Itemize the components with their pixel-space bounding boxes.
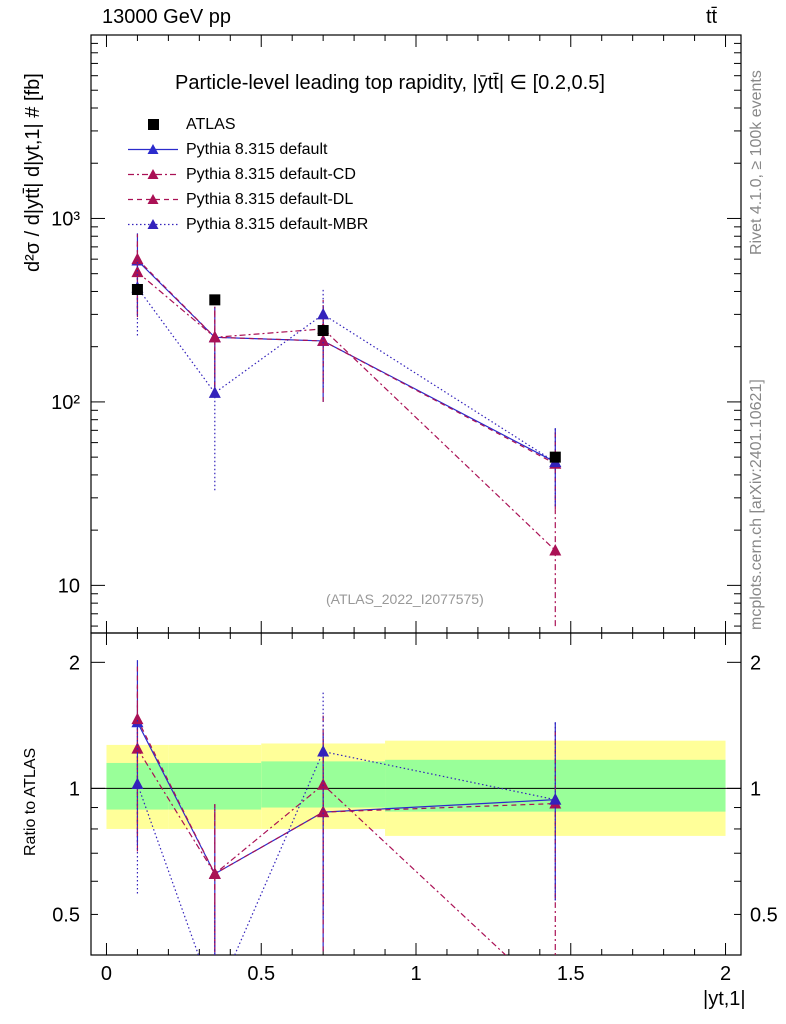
series-2-line bbox=[137, 258, 556, 465]
legend-square-icon bbox=[148, 119, 159, 130]
series-3-line bbox=[136, 287, 556, 463]
ratio-tick-label: 0.5 bbox=[52, 904, 80, 926]
x-tick-label: 1 bbox=[410, 963, 421, 985]
series-2-ratio-point bbox=[131, 712, 144, 725]
legend-label: Pythia 8.315 default bbox=[186, 141, 328, 158]
ratio-axis-label: Ratio to ATLAS bbox=[22, 747, 39, 856]
rivet-label: Rivet 4.1.0, ≥ 100k events bbox=[748, 70, 765, 255]
series-1-ratio-point bbox=[317, 778, 330, 790]
series-2-ratio-point bbox=[208, 867, 221, 879]
ratio-tick-label: 2 bbox=[750, 652, 761, 674]
ratio-tick-label: 1 bbox=[750, 778, 761, 800]
chart-title: Particle-level leading top rapidity, |ȳt… bbox=[175, 72, 605, 94]
legend-line-icon bbox=[128, 144, 178, 154]
x-tick-label: 1.5 bbox=[557, 963, 585, 985]
y-tick-label: 10 bbox=[58, 575, 80, 597]
process-label: tt̄ bbox=[706, 6, 718, 28]
energy-label: 13000 GeV pp bbox=[102, 6, 231, 28]
series-2-point bbox=[131, 252, 144, 265]
y-tick-label: 10³ bbox=[51, 208, 80, 230]
series-3-point bbox=[317, 307, 330, 320]
legend-line-icon bbox=[128, 219, 178, 229]
y-tick-label: 10² bbox=[51, 392, 80, 414]
mcplots-label: mcplots.cern.ch [arXiv:2401.10621] bbox=[748, 379, 765, 630]
atlas-data-point bbox=[549, 451, 561, 463]
series-2-point bbox=[208, 330, 221, 343]
ratio-tick-label: 0.5 bbox=[750, 904, 778, 926]
legend-line-icon bbox=[128, 194, 178, 204]
ratio-tick-label: 1 bbox=[69, 778, 80, 800]
series-3-ratio-point bbox=[549, 793, 562, 805]
atlas-data-point bbox=[209, 294, 221, 306]
legend-label: Pythia 8.315 default-DL bbox=[186, 191, 354, 208]
analysis-label: (ATLAS_2022_I2077575) bbox=[326, 591, 484, 607]
series-3-ratio-line bbox=[136, 750, 556, 955]
series-3-point bbox=[208, 386, 221, 398]
legend-label: Pythia 8.315 default-CD bbox=[186, 166, 356, 183]
ratio-tick-label: 2 bbox=[69, 652, 80, 674]
x-tick-label: 2 bbox=[720, 963, 731, 985]
legend-line-icon bbox=[128, 169, 178, 179]
series-3-ratio-point bbox=[131, 777, 144, 789]
series-1-ratio-line bbox=[136, 748, 507, 955]
x-tick-label: 0.5 bbox=[247, 963, 275, 985]
x-tick-label: 0 bbox=[101, 963, 112, 985]
series-2-ratio-point bbox=[317, 805, 330, 818]
series-1-point bbox=[549, 543, 562, 556]
y-axis-label: d²σ / d|ytt̄| d|yt,1| # [fb] bbox=[22, 73, 44, 272]
x-axis-label: |yt,1| bbox=[703, 988, 746, 1010]
atlas-data-point bbox=[317, 325, 329, 337]
legend-label: Pythia 8.315 default-MBR bbox=[186, 216, 369, 233]
legend-label: ATLAS bbox=[186, 116, 236, 133]
atlas-data-point bbox=[131, 283, 143, 295]
series-1-line bbox=[137, 271, 556, 551]
series-0-line bbox=[137, 260, 556, 463]
series-2-point bbox=[317, 334, 330, 346]
series-3-ratio-point bbox=[317, 745, 330, 757]
series-2-ratio-line bbox=[136, 718, 556, 875]
ratio-band-inner bbox=[168, 762, 262, 810]
